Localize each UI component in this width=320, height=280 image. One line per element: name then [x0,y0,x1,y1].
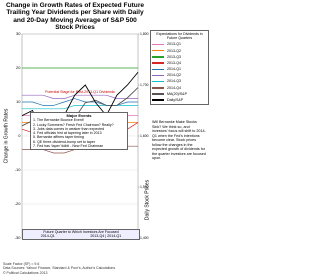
event-item: 2. Lucky Summers? Fresh Fed Chairman? Re… [33,122,114,127]
legend-entry: 2013-Q4 [152,60,207,66]
legend-entry: 2013-Q1 [152,41,207,47]
legend-label: 2013-Q2 [167,48,181,53]
legend-label: 2014-Q2 [167,73,181,78]
legend-label: 2013-Q4 [167,60,181,65]
series-line [22,98,138,106]
y-tick-label: -10 [15,167,22,172]
event-item: 5. Bernanke affirms taper timing [33,135,84,140]
legend-swatch [152,99,164,101]
y-tick-label: -20 [15,201,22,206]
legend-label: 2013-Q1 [167,42,181,47]
legend-label: 2014-Q1 [167,67,181,72]
focus-label: 2014-Q1 [40,234,55,239]
legend-entry: Daily/S&P [152,97,207,103]
series-line [22,105,138,110]
y2-tick-label: 1,500 [140,185,149,189]
legend-label: 2014-Q4 [167,85,181,90]
y2-axis-label: Daily Stock Prices [144,179,150,220]
footer-line: © Political Calculations 2013 [3,270,48,275]
event-item: 7. Fed has 'taper' tidbit - New Fed Chai… [33,144,104,149]
page: Change in Growth Rates Daily Stock Price… [3,2,209,275]
legend-label: 2014-Q3 [167,79,181,84]
legend-entry: 2014-Q1 [152,66,207,72]
focus-label: 2013-Q4 | 2014-Q1 [90,234,122,239]
y-tick-label: -30 [15,235,22,240]
y-axis-label: Change in Growth Rates [3,108,9,163]
footer-line: Scale Factor (SF) = 9.6 [3,262,40,266]
event-item: 6. QE three-dividend-bump set to taper [33,139,96,144]
focus-title: Future Quarter to Which Investors Are Fo… [43,230,119,234]
footer-line: Data Sources: Yahoo! Finance, Standard &… [3,266,116,271]
y2-tick-label: 1,600 [140,134,149,138]
footer: Scale Factor (SF) = 9.6 Data Sources: Yah… [3,262,207,275]
legend-swatch [152,87,164,89]
legend-entry: 2013-Q3 [152,54,207,60]
series-line [22,94,138,99]
y-tick-label: 10 [16,99,21,104]
legend-swatch [152,74,164,77]
legend-swatch [152,80,164,83]
legend: Expectations for Dividends in Future Qua… [150,30,209,106]
legend-entry: MA(20)/S&P [152,91,207,97]
events-title: Major Events [66,113,92,118]
legend-swatch [152,43,164,46]
y2-tick-label: 1,700 [140,83,149,87]
chart-title: Change in Growth Rates of Expected Futur… [5,2,145,32]
event-item: 3. Jobs data comes in weaker than expect… [33,126,105,131]
legend-swatch [152,56,164,58]
side-note: Will Bernanke Make Stocks Sink? We think… [152,120,206,160]
event-item: 4. Fed officials hint at tapering later … [33,131,102,136]
y-tick-label: 0 [18,133,21,138]
stage-label: Potential Stage for Post-2013-Q1 Dividen… [45,90,115,94]
legend-entry: 2014-Q3 [152,79,207,85]
legend-entry: 2013-Q2 [152,48,207,54]
legend-swatch [152,49,164,52]
legend-swatch [152,93,164,95]
focus-box: Future Quarter to Which Investors Are Fo… [22,229,140,240]
legend-label: 2013-Q3 [167,54,181,59]
legend-title: Expectations for Dividends in Future Qua… [156,32,203,41]
legend-entry: 2014-Q2 [152,72,207,78]
focus-row: 2014-Q1 2013-Q4 | 2014-Q1 [23,234,139,238]
legend-swatch [152,62,164,64]
y2-tick-label: 1,800 [140,32,149,36]
event-item: 1. The Bernanke Bounce Event! [33,118,84,123]
y2-tick-label: 1,400 [140,236,149,240]
legend-label: MA(20)/S&P [167,91,187,96]
y-tick-label: 20 [16,65,21,70]
legend-swatch [152,68,164,70]
events-box: Major Events 1. The Bernanke Bounce Even… [30,112,128,151]
legend-entry: 2014-Q4 [152,85,207,91]
legend-label: Daily/S&P [167,98,184,103]
y-tick-label: 30 [16,31,21,36]
